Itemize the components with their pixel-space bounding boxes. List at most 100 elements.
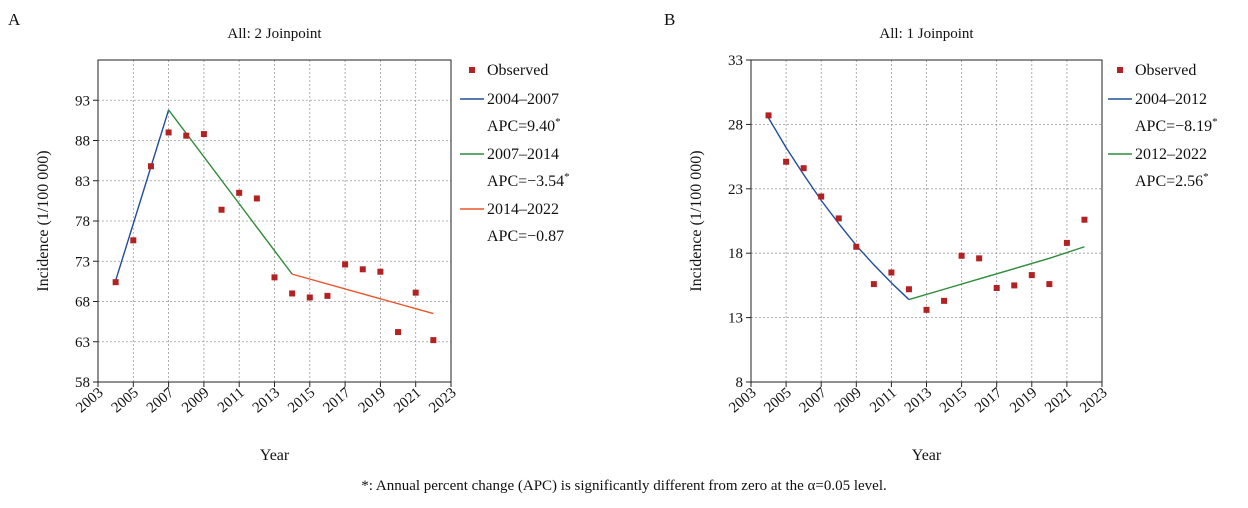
y-tick-label: 8	[736, 375, 744, 391]
x-tick-label: 2023	[426, 385, 459, 417]
segment-line-2004-2007	[114, 109, 170, 281]
legend-segment-label: 2004–2012	[1135, 91, 1207, 108]
y-tick-label: 93	[75, 93, 90, 109]
x-tick-label: 2019	[356, 385, 389, 417]
observed-point	[941, 297, 948, 304]
legend-apc-label: APC=−0.87	[487, 228, 564, 245]
observed-point	[324, 292, 331, 299]
x-tick-label: 2011	[867, 385, 900, 416]
observed-point	[835, 215, 842, 222]
observed-point	[765, 112, 772, 119]
y-tick-label: 83	[75, 174, 90, 190]
y-tick-label: 13	[728, 311, 743, 327]
legend-segment-label: 2012–2022	[1135, 146, 1207, 163]
observed-point	[905, 286, 912, 293]
observed-point	[306, 294, 313, 301]
x-tick-label: 2023	[1077, 385, 1110, 417]
observed-point	[923, 306, 930, 313]
observed-point	[271, 274, 278, 281]
observed-point	[1081, 216, 1088, 223]
observed-point	[1046, 281, 1053, 288]
observed-point	[147, 163, 154, 170]
observed-point	[958, 252, 965, 259]
observed-point	[412, 289, 419, 296]
legend-apc-label: APC=−3.54*	[487, 171, 570, 190]
x-axis-label: Year	[912, 447, 942, 464]
legend-observed-label: Observed	[487, 62, 548, 79]
x-tick-label: 2015	[937, 385, 970, 417]
panel-label-a: A	[8, 10, 21, 29]
observed-point	[853, 243, 860, 250]
legend-observed-marker	[1117, 67, 1123, 73]
legend-observed-marker	[469, 67, 475, 73]
legend-observed-label: Observed	[1135, 62, 1196, 79]
segment-line-2012-2022	[908, 246, 1085, 301]
x-tick-label: 2009	[832, 385, 865, 417]
observed-point	[430, 337, 437, 344]
legend-apc-label: APC=9.40*	[487, 116, 561, 135]
x-tick-label: 2019	[1007, 385, 1040, 417]
observed-point	[218, 206, 225, 213]
x-tick-label: 2007	[797, 384, 831, 416]
y-tick-label: 63	[75, 335, 90, 351]
observed-point	[800, 165, 807, 172]
x-tick-label: 2021	[391, 385, 424, 417]
x-tick-label: 2003	[726, 385, 759, 417]
observed-point	[253, 195, 260, 202]
observed-point	[1063, 239, 1070, 246]
x-axis-label: Year	[260, 447, 290, 464]
observed-point	[395, 329, 402, 336]
observed-point	[342, 261, 349, 268]
observed-point	[976, 255, 983, 262]
y-tick-label: 18	[728, 246, 743, 262]
footnote-text: *: Annual percent change (APC) is signif…	[361, 478, 887, 494]
segment-line-2014-2022	[291, 273, 434, 315]
legend-segment-label: 2007–2014	[487, 146, 559, 163]
observed-point	[112, 279, 119, 286]
chart-title: All: 2 Joinpoint	[227, 26, 322, 42]
x-tick-label: 2011	[215, 385, 248, 416]
observed-point	[870, 281, 877, 288]
x-tick-label: 2013	[902, 385, 935, 417]
segment-line-2004-2012	[767, 117, 910, 301]
observed-point	[236, 189, 243, 196]
x-tick-label: 2021	[1042, 385, 1075, 417]
observed-point	[130, 237, 137, 244]
observed-point	[183, 132, 190, 139]
panel-label-b: B	[664, 10, 676, 29]
observed-point	[1028, 272, 1035, 279]
y-tick-label: 23	[728, 182, 743, 198]
observed-point	[993, 284, 1000, 291]
observed-point	[165, 129, 172, 136]
legend-apc-label: APC=2.56*	[1135, 171, 1209, 190]
chart-title: All: 1 Joinpoint	[879, 26, 974, 42]
y-tick-label: 33	[728, 53, 743, 69]
observed-point	[1011, 282, 1018, 289]
x-tick-label: 2009	[179, 385, 212, 417]
y-tick-label: 73	[75, 254, 90, 270]
x-tick-label: 2005	[761, 385, 794, 417]
y-axis-label: Incidence (1/100 000)	[688, 150, 705, 291]
y-tick-label: 68	[75, 295, 90, 311]
y-tick-label: 28	[728, 117, 743, 133]
y-tick-label: 78	[75, 214, 90, 230]
x-tick-label: 2013	[250, 385, 283, 417]
x-tick-label: 2015	[285, 385, 318, 417]
y-axis-label: Incidence (1/100 000)	[35, 150, 52, 291]
x-tick-label: 2017	[320, 384, 354, 416]
legend-apc-label: APC=−8.19*	[1135, 116, 1218, 135]
observed-point	[359, 266, 366, 273]
x-tick-label: 2005	[109, 385, 142, 417]
observed-point	[818, 193, 825, 200]
observed-point	[377, 268, 384, 275]
y-tick-label: 88	[75, 134, 90, 150]
observed-point	[200, 131, 207, 138]
x-tick-label: 2007	[144, 384, 178, 416]
observed-point	[783, 158, 790, 165]
observed-point	[289, 290, 296, 297]
legend-segment-label: 2004–2007	[487, 91, 559, 108]
observed-point	[888, 269, 895, 276]
legend-segment-label: 2014–2022	[487, 201, 559, 218]
